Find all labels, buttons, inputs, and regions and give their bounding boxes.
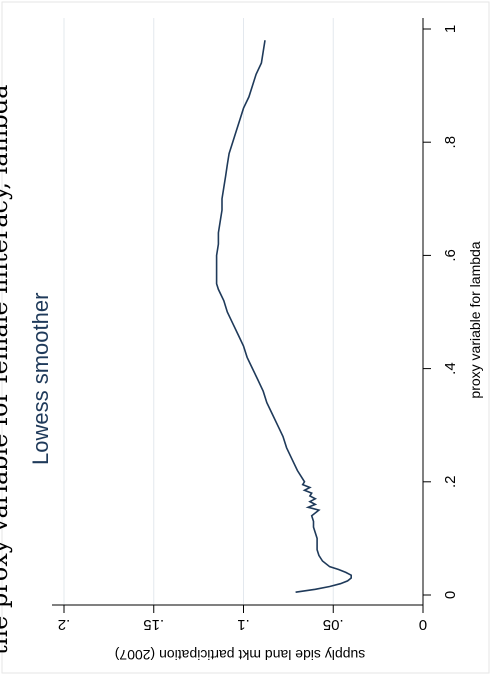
y-axis-title: supply side land mkt participation (2007… <box>115 647 366 663</box>
x-axis-ticks: 0 .2 .4 .6 .8 1 <box>423 25 459 599</box>
x-tick-label-4: .8 <box>442 136 459 149</box>
x-tick-label-1: .2 <box>442 476 459 489</box>
x-tick-label-3: .6 <box>442 249 459 262</box>
y-tick-label-0: 0 <box>419 616 427 633</box>
grid-lines <box>63 18 334 605</box>
x-tick-label-5: 1 <box>442 25 459 33</box>
chart-title: Lowess smoother <box>28 293 53 465</box>
y-tick-label-2: .1 <box>237 616 250 633</box>
y-axis-ticks: 0 .05 .1 .15 .2 <box>58 605 427 633</box>
partial-top-text: the proxy variable for female illiteracy… <box>0 85 13 655</box>
y-tick-label-3: .15 <box>143 616 164 633</box>
x-axis-title: proxy variable for lambda <box>467 241 483 398</box>
x-tick-label-0: 0 <box>442 591 459 599</box>
y-tick-label-1: .05 <box>323 616 344 633</box>
x-tick-label-2: .4 <box>442 362 459 375</box>
lowess-series-line <box>215 40 353 593</box>
y-tick-label-4: .2 <box>58 616 71 633</box>
